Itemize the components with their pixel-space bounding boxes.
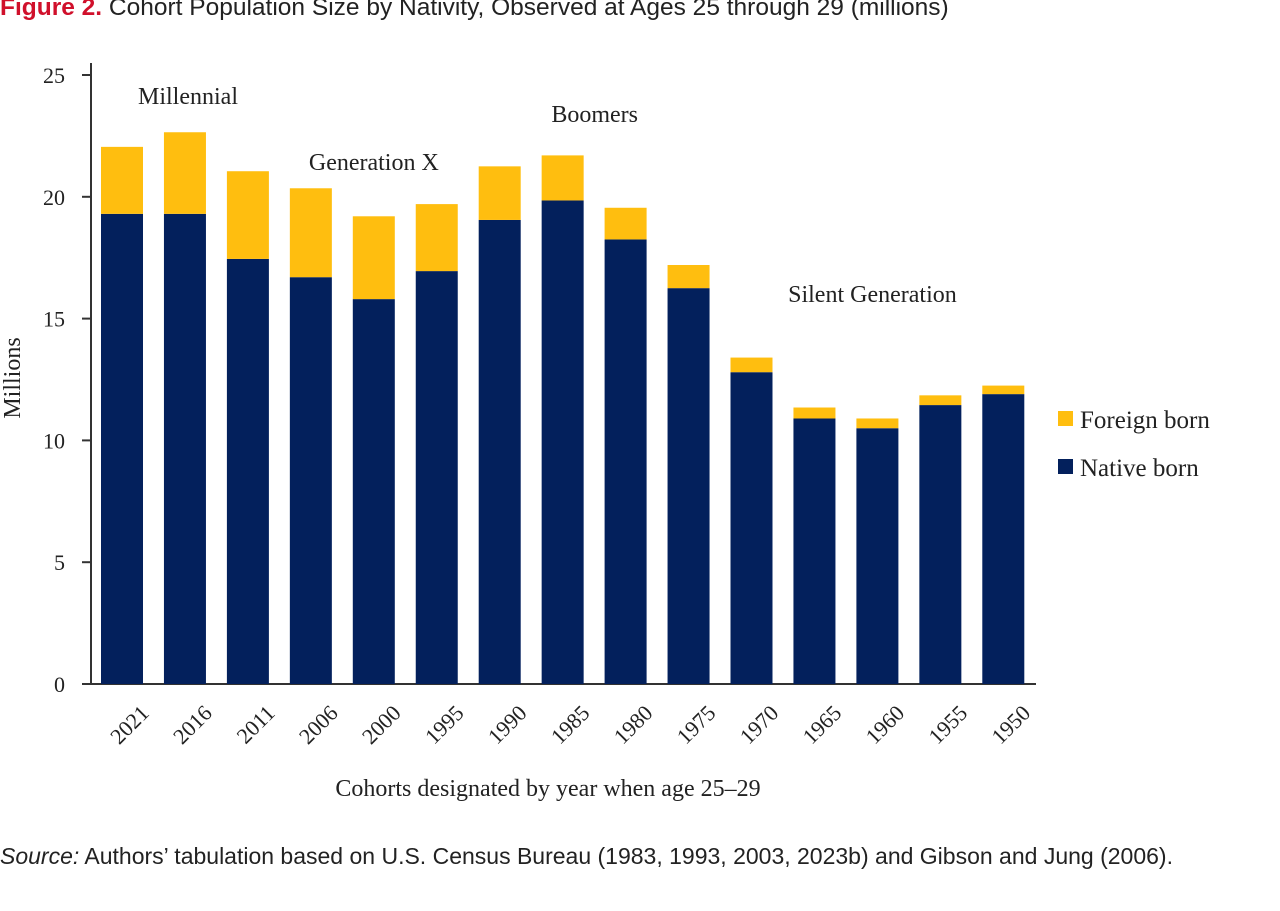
x-tick-label: 1990 (483, 700, 532, 749)
annotation-millennial: Millennial (138, 84, 238, 110)
bar-foreign-born-1955 (919, 395, 961, 405)
bar-native-born-1975 (668, 288, 710, 684)
x-tick-label: 2006 (294, 700, 343, 749)
bar-foreign-born-2006 (290, 188, 332, 277)
legend-label-native-born: Native born (1080, 455, 1199, 482)
x-tick-label: 1975 (672, 700, 721, 749)
bar-foreign-born-1980 (605, 208, 647, 240)
y-tick-label: 25 (43, 63, 65, 88)
bar-foreign-born-2016 (164, 132, 206, 214)
x-tick-label: 2021 (105, 700, 154, 749)
bar-native-born-1985 (542, 200, 584, 684)
bar-foreign-born-2011 (227, 171, 269, 259)
bar-native-born-2000 (353, 299, 395, 684)
legend-swatch-native-born (1058, 459, 1073, 474)
x-tick-label: 2000 (357, 700, 406, 749)
bar-native-born-1990 (479, 220, 521, 684)
y-tick-label: 20 (43, 185, 65, 210)
bar-native-born-1970 (731, 372, 773, 684)
x-tick-label: 1995 (420, 700, 469, 749)
source-label: Source: (0, 843, 79, 869)
bar-native-born-1960 (856, 428, 898, 684)
y-tick-label: 10 (43, 428, 65, 453)
bar-foreign-born-1950 (982, 386, 1024, 395)
stacked-bar-chart: 0 5 10 15 20 25 2021 2016 2011 2006 2000 1995 1990 1… (0, 0, 1280, 830)
bar-foreign-born-1960 (856, 418, 898, 428)
x-axis-label: Cohorts designated by year when age 25–2… (335, 776, 760, 802)
y-tick-label: 5 (54, 550, 65, 575)
annotation-generation-x: Generation X (309, 150, 439, 176)
bar-native-born-1980 (605, 239, 647, 684)
bar-foreign-born-1990 (479, 166, 521, 220)
annotation-silent-generation: Silent Generation (788, 282, 957, 308)
legend-swatch-foreign-born (1058, 411, 1073, 426)
bar-native-born-2021 (101, 214, 143, 684)
bar-foreign-born-1965 (793, 408, 835, 419)
legend: Foreign born Native born (1058, 407, 1210, 482)
source-text: Authors’ tabulation based on U.S. Census… (79, 843, 1173, 869)
x-tick-label: 1980 (609, 700, 658, 749)
bar-foreign-born-1995 (416, 204, 458, 271)
bar-foreign-born-1970 (731, 358, 773, 373)
y-tick-label: 0 (54, 672, 65, 697)
x-tick-label: 1965 (798, 700, 847, 749)
x-tick-label: 1985 (546, 700, 595, 749)
x-tick-label: 1955 (923, 700, 972, 749)
legend-label-foreign-born: Foreign born (1080, 407, 1210, 434)
bar-foreign-born-2021 (101, 147, 143, 214)
x-tick-label: 2011 (232, 700, 280, 748)
annotation-boomers: Boomers (551, 102, 638, 128)
x-tick-label: 1970 (735, 700, 784, 749)
x-tick-label: 1960 (860, 700, 909, 749)
bars (101, 132, 1024, 684)
y-axis-label: Millions (0, 337, 26, 418)
bar-native-born-1950 (982, 394, 1024, 684)
bar-native-born-2016 (164, 214, 206, 684)
bar-native-born-1965 (793, 418, 835, 684)
bar-native-born-2006 (290, 277, 332, 684)
x-tick-label: 2016 (168, 700, 217, 749)
bar-foreign-born-1985 (542, 155, 584, 200)
y-tick-label: 15 (43, 307, 65, 332)
bar-foreign-born-2000 (353, 216, 395, 299)
x-tick-labels: 2021 2016 2011 2006 2000 1995 1990 1985 1980 1975… (105, 700, 1035, 749)
source-note: Source: Authors’ tabulation based on U.S… (0, 838, 1280, 875)
bar-native-born-1995 (416, 271, 458, 684)
x-tick-label: 1950 (986, 700, 1035, 749)
bar-native-born-2011 (227, 259, 269, 684)
bar-foreign-born-1975 (668, 265, 710, 288)
y-ticks: 0 5 10 15 20 25 (43, 63, 91, 697)
bar-native-born-1955 (919, 405, 961, 684)
